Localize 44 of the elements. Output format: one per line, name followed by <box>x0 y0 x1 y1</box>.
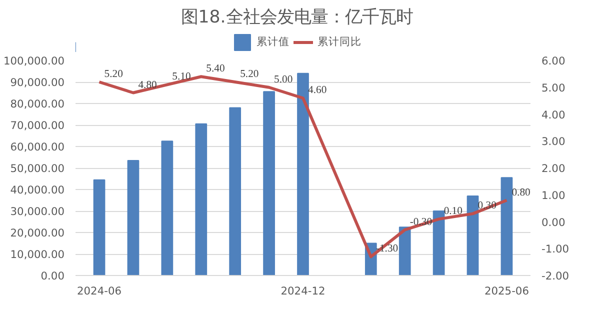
y-tick-label: 90,000.00 <box>10 76 65 89</box>
legend-label: 累计同比 <box>318 35 362 49</box>
bar <box>161 140 174 276</box>
data-label: 5.40 <box>206 64 225 75</box>
y-tick-label: 0.00 <box>40 270 65 282</box>
y-tick-label: 70,000.00 <box>10 119 65 132</box>
y2-tick-label: 6.00 <box>542 54 566 68</box>
y-tick-label: 50,000.00 <box>10 162 65 175</box>
y-tick-label: 20,000.00 <box>10 226 65 240</box>
data-label: 4.80 <box>138 80 157 91</box>
y2-tick-label: 1.00 <box>542 188 566 202</box>
bar <box>466 195 479 276</box>
y-tick-label: 10,000.00 <box>10 248 65 261</box>
bar <box>500 177 513 276</box>
bar <box>127 160 140 276</box>
y-tick-label: 80,000.00 <box>10 98 65 110</box>
bar <box>297 72 309 276</box>
y2-tick-label: -2.00 <box>542 270 570 282</box>
bar <box>195 123 208 276</box>
bar <box>93 179 106 276</box>
bar <box>432 210 445 276</box>
y2-tick-label: 0.00 <box>542 216 566 229</box>
legend-label: 累计值 <box>256 35 290 49</box>
y2-tick-label: 4.00 <box>542 108 566 122</box>
x-tick-label: 2024-12 <box>280 284 326 298</box>
data-label: 0.10 <box>444 206 462 218</box>
y2-tick-label: 5.00 <box>542 81 566 94</box>
y-tick-label: 60,000.00 <box>10 140 65 154</box>
y2-tick-label: 2.00 <box>542 162 566 175</box>
data-label: 5.10 <box>172 72 191 83</box>
chart-title: 图18.全社会发电量：亿千瓦时 <box>181 8 413 28</box>
x-tick-label: 2024-06 <box>77 284 122 298</box>
y2-tick-label: 3.00 <box>542 135 566 148</box>
data-label: 5.20 <box>240 69 259 80</box>
data-label: 5.20 <box>104 69 123 80</box>
y-tick-label: 40,000.00 <box>10 184 65 196</box>
y-tick-label: 30,000.00 <box>10 205 65 218</box>
y2-tick-label: -1.00 <box>542 242 570 256</box>
y-tick-label: 100,000.00 <box>3 54 65 68</box>
bar <box>229 107 242 276</box>
data-label: 5.00 <box>274 74 293 86</box>
bar <box>263 91 275 276</box>
x-tick-label: 2025-06 <box>484 284 530 298</box>
bar <box>398 226 411 276</box>
